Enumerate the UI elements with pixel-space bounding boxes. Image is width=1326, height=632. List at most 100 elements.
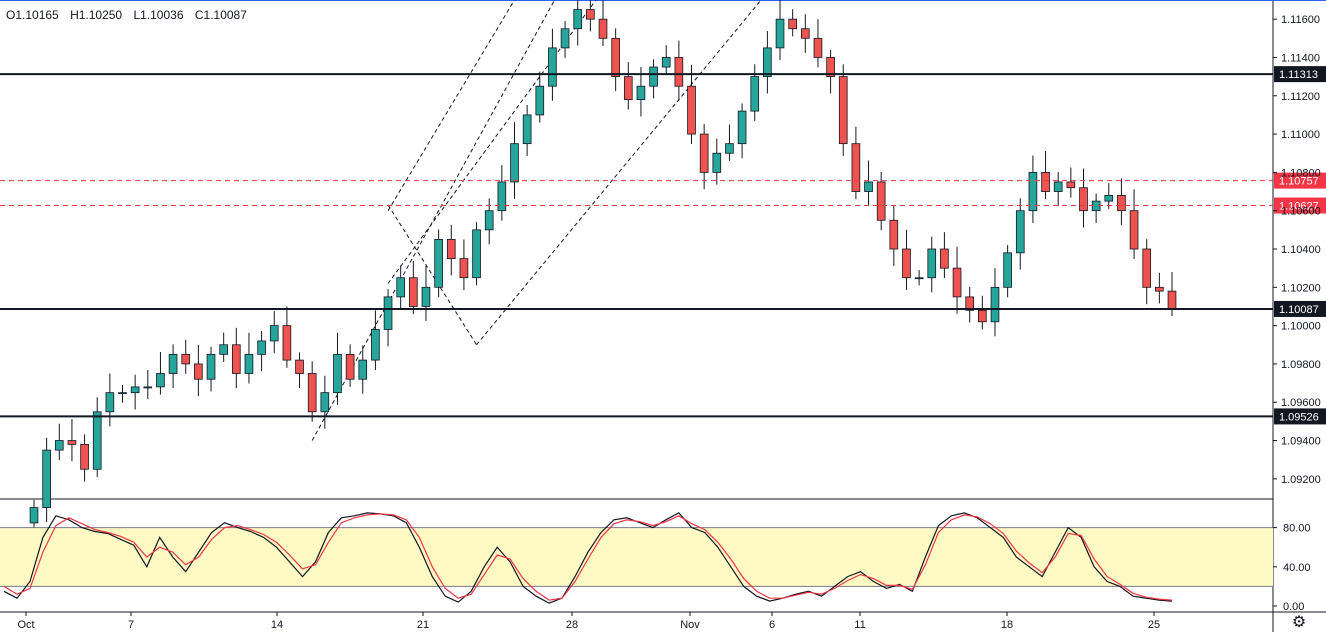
candle <box>1003 245 1012 298</box>
candle <box>320 375 330 429</box>
price-tick-label: 1.09200 <box>1281 474 1321 486</box>
candle <box>194 344 203 397</box>
candle <box>307 361 317 422</box>
candle <box>484 198 494 245</box>
level-price-tag <box>1274 172 1326 189</box>
candle <box>586 0 595 32</box>
candle <box>636 67 646 117</box>
candle <box>902 229 911 290</box>
candle <box>611 28 620 92</box>
candle-body <box>54 440 64 451</box>
channel-line <box>387 0 515 211</box>
candle <box>358 345 368 394</box>
candle <box>472 222 481 286</box>
candle <box>345 344 355 387</box>
candle-body <box>446 239 456 259</box>
candle-body <box>42 449 51 508</box>
candle-body <box>598 18 608 39</box>
candle <box>1129 189 1139 259</box>
stochastic-tick-label: 80.00 <box>1283 523 1311 535</box>
time-tick-label: 25 <box>1148 619 1160 631</box>
price-tick-label: 1.11400 <box>1281 52 1320 64</box>
high-value: H1.10250 <box>70 8 123 22</box>
level-price-label: 1.10627 <box>1279 201 1319 213</box>
candle-body <box>611 37 620 78</box>
candle-body <box>434 239 443 288</box>
price-tick-label: 1.10200 <box>1281 282 1321 294</box>
price-tick-label: 1.11600 <box>1281 14 1320 26</box>
candle-body <box>358 359 368 380</box>
stochastic-tick-label: 40.00 <box>1283 562 1311 574</box>
candle-body <box>535 85 545 116</box>
candle-body <box>573 9 583 30</box>
price-tick-label: 1.09600 <box>1281 397 1321 409</box>
candle-body <box>295 359 304 374</box>
candle <box>674 40 684 101</box>
candle-body <box>725 143 734 154</box>
candle-body <box>105 392 115 413</box>
low-value: L1.10036 <box>133 8 184 22</box>
candle <box>168 344 178 389</box>
candle-body <box>206 353 216 380</box>
candle <box>813 19 823 68</box>
candle <box>244 332 254 384</box>
candle <box>257 330 266 372</box>
candle-body <box>1129 210 1139 250</box>
candle <box>371 310 380 371</box>
candle <box>421 265 431 322</box>
price-axis: 1.09200 1.09400 1.09600 1.09800 1.10000 1.102… <box>1273 14 1321 486</box>
candle <box>1053 172 1063 207</box>
candle <box>459 239 469 290</box>
candle <box>548 28 557 101</box>
candle <box>623 62 633 110</box>
candle <box>143 370 153 400</box>
candle <box>29 499 39 531</box>
level-price-label: 1.11313 <box>1279 69 1318 81</box>
candle <box>282 306 292 368</box>
candle <box>1015 198 1025 270</box>
candle <box>156 352 165 395</box>
candle-body <box>1142 248 1152 288</box>
candle-body <box>864 181 873 192</box>
candle-body <box>623 76 633 101</box>
candle <box>940 232 949 279</box>
candle <box>42 437 51 523</box>
candle <box>775 0 785 61</box>
candle <box>522 104 532 156</box>
stochastic-d-line <box>3 513 1173 601</box>
candlestick-series <box>29 0 1177 531</box>
candle-body <box>1104 194 1114 202</box>
level-price-tag <box>1274 197 1326 214</box>
candle-body <box>383 296 393 330</box>
candle <box>712 138 722 185</box>
price-tick-label: 1.09800 <box>1281 359 1321 371</box>
candle-body <box>1066 181 1076 189</box>
candle <box>1028 155 1038 223</box>
candle-body <box>813 37 823 58</box>
time-axis: Oct 7 14 21 28 Nov 6 11 18 25 <box>17 612 1160 631</box>
channel-line <box>476 0 762 346</box>
stochastic-band <box>0 527 1273 587</box>
candle-body <box>80 443 89 470</box>
gear-icon[interactable]: ⚙ <box>1291 614 1307 631</box>
time-tick-label: 28 <box>566 619 578 631</box>
candle-body <box>459 258 469 279</box>
candle-body <box>674 57 684 87</box>
candle <box>510 122 519 199</box>
candle-body <box>889 219 899 250</box>
candle-body <box>156 373 165 388</box>
candle-body <box>737 110 747 145</box>
candle-body <box>1079 187 1088 212</box>
time-tick-label: 18 <box>1001 619 1013 631</box>
candle-body <box>1015 210 1025 254</box>
candle <box>1104 183 1114 209</box>
level-price-tag <box>1274 408 1326 425</box>
candle-body <box>92 411 102 470</box>
candle-body <box>914 277 924 280</box>
candle <box>333 332 342 405</box>
candle <box>497 165 507 221</box>
candle <box>965 286 975 323</box>
level-price-tag <box>1274 66 1326 83</box>
